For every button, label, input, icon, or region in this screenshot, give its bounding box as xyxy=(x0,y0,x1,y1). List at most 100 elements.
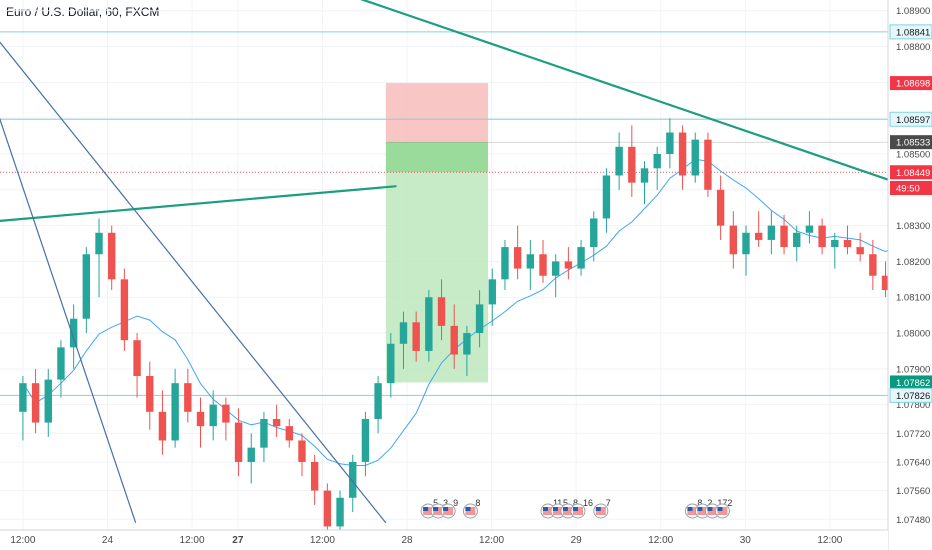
candle-body xyxy=(488,279,496,305)
candle-body xyxy=(336,497,344,527)
candle-body xyxy=(678,132,687,176)
price-tick-label: 1.08500 xyxy=(896,149,930,160)
trendline xyxy=(0,185,397,222)
candle-body xyxy=(272,418,281,427)
candle-body xyxy=(615,146,623,176)
candle-body xyxy=(57,347,65,380)
flag-canton xyxy=(562,507,568,511)
candle-body xyxy=(82,254,91,319)
candle-body xyxy=(361,418,370,462)
time-tick-label: 12:00 xyxy=(817,535,842,546)
candle-body xyxy=(628,146,636,183)
candle-body xyxy=(260,418,268,448)
candle-body xyxy=(133,340,141,377)
time-tick-label: 12:00 xyxy=(10,535,35,546)
event-count: 3 xyxy=(443,498,448,508)
time-axis: 12:00 24 12:00 27 12:00 28 12:00 29 12:00 30 12:00 xyxy=(0,529,888,550)
event-marker: 9 xyxy=(440,498,458,519)
price-tag-label: 1.08533 xyxy=(896,138,930,149)
candle-body xyxy=(475,304,484,334)
price-axis-bg xyxy=(888,0,932,550)
price-tag-label: 1.07826 xyxy=(896,391,930,402)
candle-body xyxy=(539,254,547,276)
candle-body xyxy=(171,383,179,441)
candle-body xyxy=(767,225,776,240)
candle-body xyxy=(869,254,877,276)
candle-body xyxy=(310,461,319,491)
candle-body xyxy=(323,490,332,527)
time-tick-label: 29 xyxy=(571,535,583,546)
flag-canton xyxy=(423,507,429,511)
flag-canton xyxy=(707,507,713,511)
price-tag xyxy=(890,76,932,91)
price-tag xyxy=(890,181,932,196)
price-tick-label: 1.07640 xyxy=(896,457,930,468)
candle-body xyxy=(285,426,294,441)
candle-body xyxy=(247,447,255,462)
candle-body xyxy=(793,232,801,248)
candle-body xyxy=(69,318,78,348)
time-tick-label: 30 xyxy=(740,535,752,546)
candle-body xyxy=(666,132,674,154)
candle-body xyxy=(501,247,509,280)
candle-body xyxy=(513,247,522,269)
chart-title: Euro / U.S. Dollar, 60, FXCM xyxy=(6,5,160,19)
flag-canton xyxy=(542,507,548,511)
candle-body xyxy=(640,168,649,183)
channel-line xyxy=(0,117,137,524)
candle-body xyxy=(754,232,763,240)
trendline xyxy=(360,0,898,184)
candle-body xyxy=(19,383,27,412)
candle-body xyxy=(552,261,560,276)
price-tag-label: 1.08449 xyxy=(896,168,930,179)
time-tick-label: 12:00 xyxy=(648,535,673,546)
event-count: 17 xyxy=(717,498,727,508)
price-tick-label: 1.07720 xyxy=(896,429,930,440)
event-count: 8 xyxy=(475,498,480,508)
candle-body xyxy=(209,404,217,427)
flag-canton xyxy=(687,507,693,511)
candle-body xyxy=(298,440,306,462)
price-tick-label: 1.08000 xyxy=(896,329,930,340)
candle-body xyxy=(146,376,154,412)
candle-body xyxy=(184,383,192,412)
position-zones xyxy=(385,83,888,383)
candle-body xyxy=(120,279,129,341)
flag-canton xyxy=(717,507,723,511)
event-count: 5 xyxy=(563,498,568,508)
candle-body xyxy=(577,247,585,269)
trendlines xyxy=(0,0,898,524)
candle-body xyxy=(564,261,573,269)
candle-body xyxy=(450,325,458,355)
event-count: 11 xyxy=(553,498,562,508)
candle-body xyxy=(831,239,839,248)
price-tag-label: 1.08597 xyxy=(896,115,930,126)
price-axis: 1.089001.088001.087001.086001.085001.084… xyxy=(887,0,932,550)
candle-body xyxy=(805,225,814,233)
candle-body xyxy=(437,297,446,326)
flag-canton xyxy=(465,507,471,511)
time-tick-label: 12:00 xyxy=(479,535,504,546)
event-count: 7 xyxy=(606,498,611,508)
event-count: 2 xyxy=(727,498,732,508)
candle-body xyxy=(602,175,611,219)
candle-body xyxy=(222,404,230,423)
price-tick-label: 1.08900 xyxy=(896,6,930,17)
candle-body xyxy=(856,247,864,255)
time-axis-bg xyxy=(0,530,888,550)
candle-body xyxy=(780,225,788,248)
economic-events: 5 3 9 8 11 5 8 16 7 8 2 17 2 xyxy=(420,498,732,519)
price-tag xyxy=(890,135,932,150)
event-marker: 2 xyxy=(714,498,732,519)
price-tag-label: 1.07862 xyxy=(896,378,930,389)
event-count: 16 xyxy=(583,498,593,508)
candle-body xyxy=(881,275,890,291)
flag-canton xyxy=(433,507,439,511)
time-tick-label: 12:00 xyxy=(180,535,205,546)
candle-body xyxy=(158,411,167,441)
candle-body xyxy=(399,322,408,344)
candle-body xyxy=(196,411,205,427)
time-tick-label: 27 xyxy=(232,535,244,546)
candle-body xyxy=(425,297,433,351)
